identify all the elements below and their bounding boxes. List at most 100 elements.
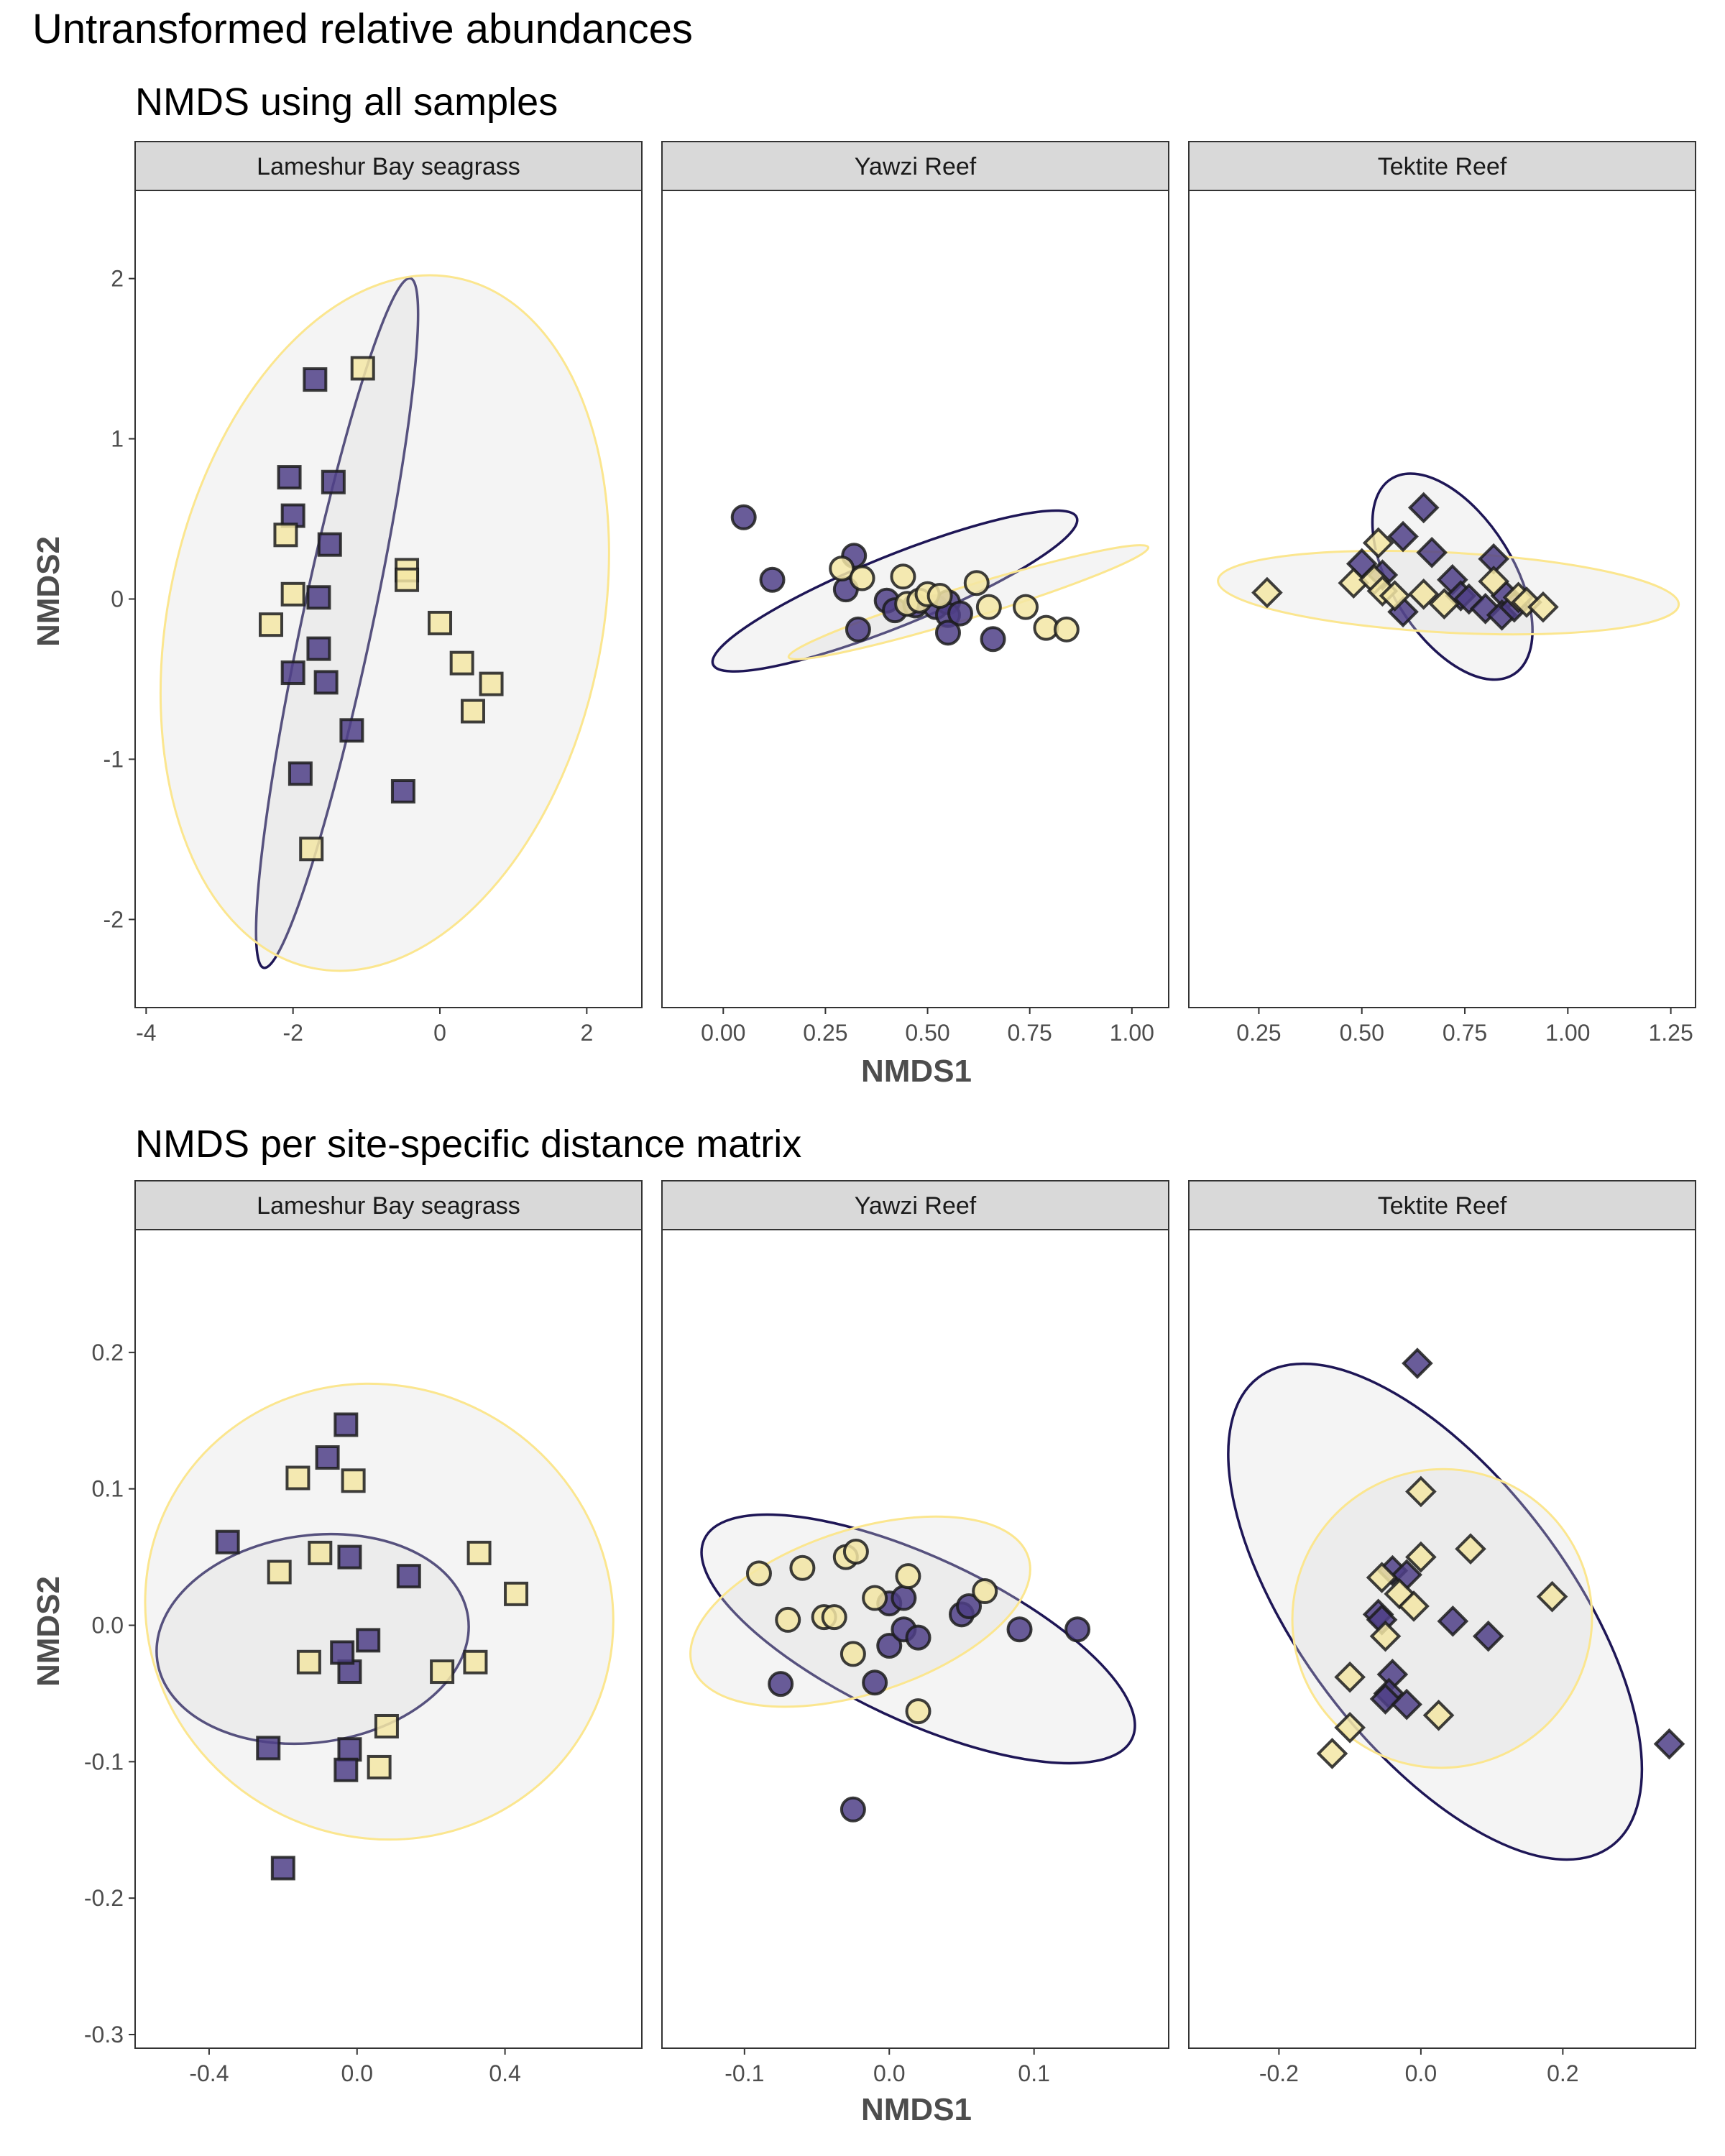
data-point-dark — [288, 761, 313, 786]
y-tick-label: -1 — [104, 746, 124, 772]
section-2-y-axis-title: NMDS2 — [31, 1576, 66, 1687]
data-point-light — [972, 1578, 998, 1605]
panel-content — [711, 504, 1150, 673]
y-tick-label: -0.3 — [84, 2022, 124, 2047]
data-point-dark — [334, 1757, 359, 1782]
data-point-light — [1428, 588, 1460, 620]
facet-panel: Yawzi Reef 0.00 0.25 0.50 0.75 1.00 — [661, 141, 1169, 1046]
data-point-light — [1334, 1661, 1366, 1693]
data-point-dark — [862, 1669, 888, 1696]
data-point-dark — [1064, 1616, 1091, 1643]
ellipse-light — [787, 544, 1150, 660]
data-point-light — [745, 1560, 772, 1587]
data-point-dark — [256, 1736, 281, 1761]
facet-panel: Tektite Reef -0.2 0.0 0.2 — [1188, 1180, 1696, 2086]
facet-strip-label: Yawzi Reef — [855, 1192, 977, 1220]
ellipse-light — [159, 274, 610, 972]
data-point-light — [849, 565, 875, 591]
data-point-dark — [730, 504, 757, 530]
data-point-light — [341, 1468, 366, 1493]
y-tick-label: 2 — [111, 266, 124, 292]
data-point-dark — [956, 1593, 983, 1619]
x-tick-label: 1.00 — [1110, 1020, 1154, 1046]
data-point-dark — [390, 779, 415, 804]
data-point-dark — [277, 465, 302, 490]
data-point-dark — [337, 1544, 362, 1570]
section-1-subtitle: NMDS using all samples — [135, 80, 558, 124]
data-point-dark — [280, 660, 305, 686]
y-tick-label: 0.2 — [92, 1340, 124, 1365]
data-point-light — [466, 1540, 492, 1565]
x-tick-label: 0.00 — [701, 1020, 745, 1046]
data-point-dark — [315, 1445, 340, 1470]
data-point-dark — [306, 585, 331, 610]
panel-border — [1188, 1229, 1696, 2049]
data-point-light — [1369, 1620, 1402, 1652]
data-point-light — [1316, 1738, 1348, 1769]
facet-strip-label: Lameshur Bay seagrass — [257, 1192, 520, 1220]
data-point-light — [280, 581, 305, 607]
data-point-dark — [1402, 1348, 1433, 1379]
data-point-light — [285, 1465, 310, 1491]
data-point-light — [905, 1698, 932, 1725]
y-tick-label: 0 — [111, 586, 124, 612]
data-point-light — [350, 356, 375, 381]
data-point-dark — [1391, 1688, 1422, 1720]
x-tick-label: 0.25 — [1236, 1020, 1281, 1046]
figure-title: Untransformed relative abundances — [32, 6, 693, 52]
x-tick-label: 0.1 — [1018, 2060, 1049, 2086]
data-point-light — [504, 1581, 529, 1606]
data-point-light — [1366, 1562, 1398, 1593]
data-point-light — [1407, 578, 1440, 610]
data-point-dark — [845, 616, 871, 642]
facet-panel: Lameshur Bay seagrass -4 -2 0 2 — [134, 141, 643, 1046]
data-point-light — [267, 1560, 292, 1585]
panel-content — [159, 274, 610, 972]
data-point-light — [1013, 594, 1039, 620]
data-point-dark — [947, 600, 974, 627]
data-point-light — [374, 1713, 399, 1738]
x-tick-label: -0.2 — [1259, 2060, 1299, 2086]
data-point-light — [840, 1641, 866, 1667]
data-point-light — [1398, 1590, 1430, 1622]
x-tick-label: 0.50 — [905, 1020, 949, 1046]
data-point-light — [1455, 1533, 1486, 1565]
y-tick-label: 0.1 — [92, 1476, 124, 1502]
data-point-dark — [876, 1632, 903, 1659]
x-tick-label: -0.4 — [189, 2060, 229, 2086]
ellipse-dark — [1227, 1362, 1644, 1861]
data-point-light — [926, 583, 953, 609]
data-point-dark — [270, 1856, 295, 1881]
data-point-light — [775, 1606, 801, 1633]
data-point-light — [461, 699, 485, 724]
x-tick-label: 1.25 — [1648, 1020, 1693, 1046]
panel-content — [144, 1382, 615, 1881]
data-point-light — [895, 1563, 921, 1590]
x-tick-label: -4 — [136, 1020, 156, 1046]
data-point-light — [1251, 576, 1283, 609]
data-point-light — [449, 650, 474, 676]
y-tick-label: 0.0 — [92, 1613, 124, 1639]
panel-border — [661, 190, 1169, 1008]
data-point-light — [367, 1754, 392, 1779]
facet-strip-label: Tektite Reef — [1378, 1192, 1507, 1220]
data-point-light — [428, 610, 453, 635]
panel-border — [134, 1229, 643, 2049]
data-point-light — [1478, 566, 1509, 597]
data-point-dark — [759, 566, 786, 593]
data-point-dark — [1369, 1683, 1402, 1715]
facet-strip — [661, 141, 1169, 191]
x-tick-label: 2 — [580, 1020, 593, 1046]
y-tick-label: -2 — [104, 906, 124, 932]
data-point-dark — [1006, 1616, 1033, 1643]
data-point-light — [1362, 527, 1394, 559]
data-point-light — [862, 1585, 888, 1611]
x-tick-label: 0.0 — [1405, 2060, 1437, 2086]
data-point-dark — [330, 1640, 355, 1665]
facet-strip-label: Yawzi Reef — [855, 153, 977, 180]
panel-border — [134, 190, 643, 1008]
data-point-dark — [313, 670, 339, 695]
x-tick-label: 0.0 — [341, 2060, 373, 2086]
x-tick-label: 0.75 — [1443, 1020, 1487, 1046]
data-point-light — [821, 1604, 847, 1631]
